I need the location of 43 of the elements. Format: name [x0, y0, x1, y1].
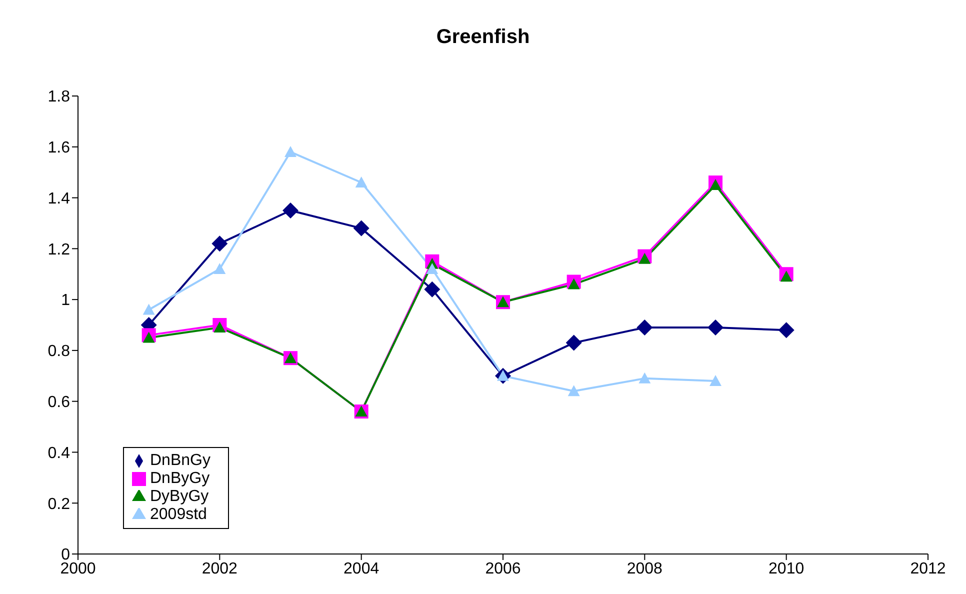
point	[142, 332, 155, 343]
x-tick-label: 2006	[485, 560, 521, 578]
y-tick-label: 0.6	[48, 394, 70, 412]
point	[142, 304, 155, 315]
y-tick-label: 1.6	[48, 140, 70, 157]
point	[568, 278, 580, 290]
legend-label: DnByGy	[150, 470, 210, 487]
x-tick-label: 2012	[910, 560, 946, 578]
point	[214, 322, 226, 333]
point	[566, 334, 582, 351]
y-tick-label: 1.2	[48, 241, 70, 258]
point	[212, 236, 228, 252]
point	[426, 263, 438, 274]
x-tick-label: 2008	[626, 560, 663, 578]
point	[568, 385, 580, 396]
point	[284, 146, 296, 157]
y-tick-label: 1.8	[48, 88, 70, 106]
y-tick-label: 0.4	[48, 444, 70, 462]
y-tick-label: 1	[61, 292, 70, 310]
point	[214, 263, 226, 274]
point	[638, 372, 651, 384]
point	[424, 281, 440, 298]
point	[778, 322, 794, 338]
point	[355, 176, 368, 188]
point	[636, 320, 653, 336]
legend-label: DyByGy	[150, 488, 209, 505]
point	[780, 270, 792, 282]
point	[710, 179, 722, 190]
point	[282, 202, 298, 218]
point	[708, 320, 724, 336]
y-tick-label: 0.2	[48, 496, 70, 513]
y-tick-label: 1.4	[48, 190, 70, 208]
x-tick-label: 2004	[344, 560, 380, 578]
point	[353, 220, 370, 236]
x-tick-label: 2000	[60, 560, 96, 578]
x-tick-label: 2002	[202, 560, 238, 578]
y-tick-label: 0.8	[48, 343, 70, 360]
point	[638, 252, 651, 264]
legend-label: 2009std	[150, 506, 207, 523]
chart-title: Greenfish	[435, 25, 531, 50]
x-tick-label: 2010	[768, 560, 804, 578]
legend-label: DnBnGy	[150, 452, 210, 469]
point	[710, 374, 722, 386]
